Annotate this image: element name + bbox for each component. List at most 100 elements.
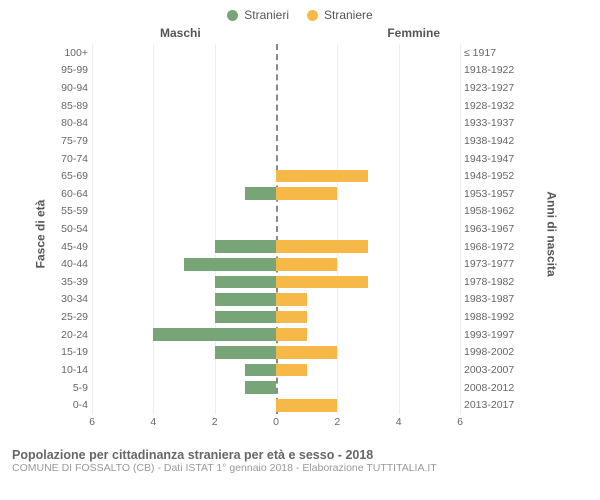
age-row: 60-641953-1957 (56, 185, 520, 203)
bar-female (276, 240, 368, 253)
legend-label-male: Stranieri (244, 8, 289, 22)
bar-male (184, 258, 276, 271)
age-row: 70-741943-1947 (56, 150, 520, 168)
age-label: 55-59 (56, 205, 92, 217)
age-label: 15-19 (56, 346, 92, 358)
age-row: 25-29 1988-1992 (56, 308, 520, 326)
female-half (276, 396, 460, 414)
male-half (92, 114, 276, 132)
legend-label-female: Straniere (324, 8, 373, 22)
plot-area: 100+≤ 191795-991918-192290-941923-192785… (56, 44, 520, 414)
male-half (92, 255, 276, 273)
age-label: 10-14 (56, 364, 92, 376)
bar-female (276, 364, 307, 377)
age-row: 50-54 1963-1967 (56, 220, 520, 238)
birth-year-label: 1988-1992 (460, 311, 520, 323)
legend: Stranieri Straniere (0, 0, 600, 24)
bar-pair (92, 379, 460, 397)
birth-year-label: 1953-1957 (460, 188, 520, 200)
birth-year-label: 1973-1977 (460, 258, 520, 270)
age-row: 30-34 1983-1987 (56, 291, 520, 309)
male-half (92, 308, 276, 326)
birth-year-label: 1963-1967 (460, 223, 520, 235)
male-half (92, 361, 276, 379)
bar-male (215, 293, 276, 306)
age-row: 95-991918-1922 (56, 62, 520, 80)
female-half (276, 203, 460, 221)
swatch-male (227, 10, 238, 21)
x-tick-label: 6 (457, 416, 463, 428)
male-half (92, 97, 276, 115)
female-half (276, 185, 460, 203)
female-half (276, 291, 460, 309)
age-label: 65-69 (56, 170, 92, 182)
age-row: 75-79 1938-1942 (56, 132, 520, 150)
age-row: 15-19 1998-2002 (56, 344, 520, 362)
bar-female (276, 170, 368, 183)
bar-male (245, 381, 276, 394)
birth-year-label: 1983-1987 (460, 293, 520, 305)
chart-footer: Popolazione per cittadinanza straniera p… (0, 444, 600, 474)
birth-year-label: 2008-2012 (460, 382, 520, 394)
bar-pair (92, 185, 460, 203)
female-half (276, 132, 460, 150)
male-half (92, 185, 276, 203)
bar-female (276, 346, 337, 359)
bar-pair (92, 291, 460, 309)
bar-pair (92, 79, 460, 97)
age-row: 100+≤ 1917 (56, 44, 520, 62)
population-pyramid-chart: Maschi Femmine Fasce di età Anni di nasc… (0, 24, 600, 444)
x-tick-label: 4 (396, 416, 402, 428)
age-label: 25-29 (56, 311, 92, 323)
bar-pair (92, 150, 460, 168)
male-half (92, 220, 276, 238)
bar-pair (92, 167, 460, 185)
age-label: 75-79 (56, 135, 92, 147)
age-row: 85-891928-1932 (56, 97, 520, 115)
age-label: 50-54 (56, 223, 92, 235)
bar-pair (92, 220, 460, 238)
female-half (276, 114, 460, 132)
bar-pair (92, 203, 460, 221)
male-half (92, 167, 276, 185)
x-axis: 6420246 (92, 416, 460, 432)
male-half (92, 203, 276, 221)
age-row: 20-241993-1997 (56, 326, 520, 344)
birth-year-label: 1943-1947 (460, 153, 520, 165)
bar-pair (92, 308, 460, 326)
birth-year-label: 2013-2017 (460, 399, 520, 411)
bar-male (215, 346, 276, 359)
age-row: 0-42013-2017 (56, 396, 520, 414)
birth-year-label: 1998-2002 (460, 346, 520, 358)
bar-male (215, 240, 276, 253)
male-half (92, 273, 276, 291)
age-label: 30-34 (56, 293, 92, 305)
age-row: 55-591958-1962 (56, 203, 520, 221)
female-half (276, 79, 460, 97)
female-half (276, 44, 460, 62)
female-half (276, 379, 460, 397)
y-axis-title-right: Anni di nascita (544, 191, 558, 276)
age-row: 65-69 1948-1952 (56, 167, 520, 185)
female-half (276, 97, 460, 115)
x-tick-label: 2 (212, 416, 218, 428)
x-tick-label: 2 (334, 416, 340, 428)
birth-year-label: 1938-1942 (460, 135, 520, 147)
male-half (92, 291, 276, 309)
birth-year-label: 1978-1982 (460, 276, 520, 288)
bar-female (276, 187, 337, 200)
swatch-female (307, 10, 318, 21)
male-half (92, 132, 276, 150)
female-half (276, 344, 460, 362)
age-row: 40-441973-1977 (56, 255, 520, 273)
birth-year-label: 1948-1952 (460, 170, 520, 182)
male-half (92, 344, 276, 362)
y-axis-title-left: Fasce di età (33, 200, 47, 269)
age-label: 5-9 (56, 382, 92, 394)
age-row: 35-391978-1982 (56, 273, 520, 291)
male-half (92, 79, 276, 97)
birth-year-label: 1928-1932 (460, 100, 520, 112)
bar-female (276, 328, 307, 341)
birth-year-label: 1968-1972 (460, 241, 520, 253)
legend-item-female: Straniere (307, 8, 373, 22)
